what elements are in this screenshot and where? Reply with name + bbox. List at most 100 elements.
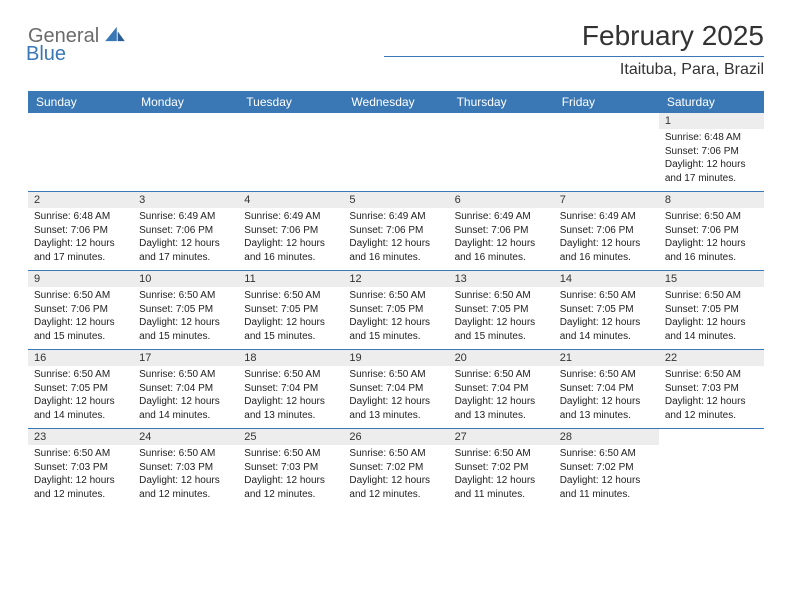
calendar-cell: 27Sunrise: 6:50 AMSunset: 7:02 PMDayligh… (449, 429, 554, 507)
day-number: 19 (343, 350, 448, 366)
day-details: Sunrise: 6:50 AMSunset: 7:04 PMDaylight:… (554, 366, 659, 428)
detail-line: Sunset: 7:06 PM (349, 224, 442, 238)
detail-line: Sunrise: 6:50 AM (560, 368, 653, 382)
day-details: Sunrise: 6:50 AMSunset: 7:02 PMDaylight:… (343, 445, 448, 507)
detail-line: Sunrise: 6:50 AM (349, 368, 442, 382)
day-details: Sunrise: 6:50 AMSunset: 7:06 PMDaylight:… (659, 208, 764, 270)
page-title: February 2025 (384, 20, 764, 57)
detail-line: Daylight: 12 hours (34, 237, 127, 251)
detail-line: Sunrise: 6:49 AM (244, 210, 337, 224)
weekday-label: Thursday (449, 91, 554, 113)
detail-line: and 15 minutes. (455, 330, 548, 344)
day-number: 14 (554, 271, 659, 287)
day-details: Sunrise: 6:50 AMSunset: 7:05 PMDaylight:… (343, 287, 448, 349)
detail-line: Sunset: 7:04 PM (349, 382, 442, 396)
day-details: Sunrise: 6:50 AMSunset: 7:02 PMDaylight:… (449, 445, 554, 507)
calendar-cell: 18Sunrise: 6:50 AMSunset: 7:04 PMDayligh… (238, 350, 343, 428)
weekday-label: Saturday (659, 91, 764, 113)
detail-line: Sunrise: 6:50 AM (34, 289, 127, 303)
detail-line: Sunrise: 6:50 AM (34, 368, 127, 382)
detail-line: Sunrise: 6:50 AM (665, 210, 758, 224)
detail-line: Sunset: 7:02 PM (349, 461, 442, 475)
detail-line: and 12 minutes. (244, 488, 337, 502)
day-number: 8 (659, 192, 764, 208)
detail-line: Sunset: 7:05 PM (349, 303, 442, 317)
calendar-cell: 28Sunrise: 6:50 AMSunset: 7:02 PMDayligh… (554, 429, 659, 507)
detail-line: Daylight: 12 hours (665, 158, 758, 172)
day-details: Sunrise: 6:50 AMSunset: 7:05 PMDaylight:… (554, 287, 659, 349)
detail-line: and 13 minutes. (455, 409, 548, 423)
day-number: 9 (28, 271, 133, 287)
weekday-header: SundayMondayTuesdayWednesdayThursdayFrid… (28, 91, 764, 113)
detail-line: and 12 minutes. (139, 488, 232, 502)
detail-line: Sunrise: 6:50 AM (665, 289, 758, 303)
detail-line: Sunset: 7:03 PM (244, 461, 337, 475)
calendar-week: 16Sunrise: 6:50 AMSunset: 7:05 PMDayligh… (28, 350, 764, 429)
detail-line: Sunset: 7:03 PM (139, 461, 232, 475)
location-label: Itaituba, Para, Brazil (384, 61, 764, 79)
detail-line: Sunrise: 6:50 AM (139, 368, 232, 382)
day-number: 3 (133, 192, 238, 208)
detail-line: Sunset: 7:06 PM (560, 224, 653, 238)
day-number: 17 (133, 350, 238, 366)
detail-line: and 17 minutes. (34, 251, 127, 265)
detail-line: Sunset: 7:05 PM (139, 303, 232, 317)
detail-line: Sunset: 7:03 PM (34, 461, 127, 475)
day-number: 28 (554, 429, 659, 445)
detail-line: Sunset: 7:05 PM (455, 303, 548, 317)
day-details: Sunrise: 6:48 AMSunset: 7:06 PMDaylight:… (659, 129, 764, 191)
calendar-cell (554, 113, 659, 191)
day-details: Sunrise: 6:49 AMSunset: 7:06 PMDaylight:… (554, 208, 659, 270)
detail-line: Sunrise: 6:50 AM (455, 368, 548, 382)
detail-line: Daylight: 12 hours (560, 474, 653, 488)
detail-line: Sunset: 7:04 PM (139, 382, 232, 396)
detail-line: and 15 minutes. (139, 330, 232, 344)
empty-day (449, 113, 554, 129)
detail-line: Sunrise: 6:50 AM (244, 289, 337, 303)
day-details: Sunrise: 6:50 AMSunset: 7:04 PMDaylight:… (133, 366, 238, 428)
empty-day (133, 113, 238, 129)
detail-line: and 13 minutes. (349, 409, 442, 423)
day-number: 15 (659, 271, 764, 287)
empty-day (343, 113, 448, 129)
detail-line: and 12 minutes. (34, 488, 127, 502)
calendar-cell: 3Sunrise: 6:49 AMSunset: 7:06 PMDaylight… (133, 192, 238, 270)
day-details: Sunrise: 6:49 AMSunset: 7:06 PMDaylight:… (238, 208, 343, 270)
calendar-cell: 7Sunrise: 6:49 AMSunset: 7:06 PMDaylight… (554, 192, 659, 270)
detail-line: and 16 minutes. (349, 251, 442, 265)
detail-line: Sunrise: 6:49 AM (560, 210, 653, 224)
detail-line: and 14 minutes. (139, 409, 232, 423)
detail-line: Daylight: 12 hours (455, 237, 548, 251)
weekday-label: Tuesday (238, 91, 343, 113)
day-details: Sunrise: 6:50 AMSunset: 7:03 PMDaylight:… (238, 445, 343, 507)
day-details: Sunrise: 6:50 AMSunset: 7:03 PMDaylight:… (28, 445, 133, 507)
detail-line: Daylight: 12 hours (455, 395, 548, 409)
detail-line: Daylight: 12 hours (244, 395, 337, 409)
calendar-cell: 26Sunrise: 6:50 AMSunset: 7:02 PMDayligh… (343, 429, 448, 507)
logo-word2: Blue (26, 45, 126, 63)
detail-line: and 16 minutes. (560, 251, 653, 265)
detail-line: Sunrise: 6:50 AM (139, 447, 232, 461)
detail-line: Daylight: 12 hours (139, 237, 232, 251)
calendar-cell: 11Sunrise: 6:50 AMSunset: 7:05 PMDayligh… (238, 271, 343, 349)
detail-line: and 15 minutes. (349, 330, 442, 344)
calendar-grid: 1Sunrise: 6:48 AMSunset: 7:06 PMDaylight… (28, 113, 764, 507)
day-number: 2 (28, 192, 133, 208)
weekday-label: Wednesday (343, 91, 448, 113)
detail-line: Daylight: 12 hours (244, 316, 337, 330)
detail-line: and 13 minutes. (244, 409, 337, 423)
calendar-cell: 20Sunrise: 6:50 AMSunset: 7:04 PMDayligh… (449, 350, 554, 428)
calendar-cell: 10Sunrise: 6:50 AMSunset: 7:05 PMDayligh… (133, 271, 238, 349)
calendar-cell: 4Sunrise: 6:49 AMSunset: 7:06 PMDaylight… (238, 192, 343, 270)
detail-line: Sunrise: 6:50 AM (244, 368, 337, 382)
detail-line: Daylight: 12 hours (349, 237, 442, 251)
calendar-cell: 25Sunrise: 6:50 AMSunset: 7:03 PMDayligh… (238, 429, 343, 507)
day-number: 11 (238, 271, 343, 287)
detail-line: Sunrise: 6:50 AM (244, 447, 337, 461)
day-number: 20 (449, 350, 554, 366)
detail-line: Daylight: 12 hours (665, 316, 758, 330)
day-number: 22 (659, 350, 764, 366)
detail-line: Sunrise: 6:48 AM (34, 210, 127, 224)
detail-line: and 14 minutes. (665, 330, 758, 344)
weekday-label: Sunday (28, 91, 133, 113)
